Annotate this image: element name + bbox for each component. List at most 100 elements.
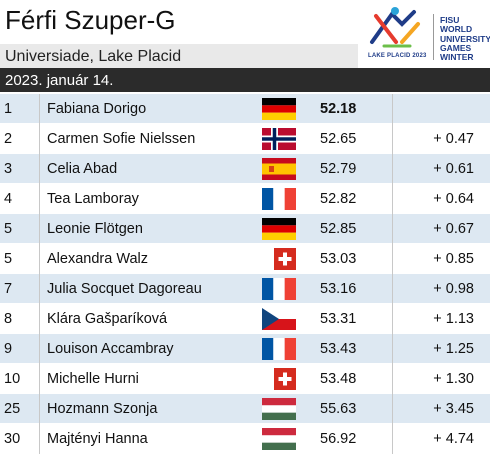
hungary-flag-icon bbox=[262, 398, 296, 431]
column-divider bbox=[39, 124, 40, 154]
table-row: 1 Fabiana Dorigo 52.18 bbox=[0, 94, 490, 124]
france-flag-icon bbox=[262, 188, 296, 221]
athlete-name: Hozmann Szonja bbox=[47, 401, 158, 417]
flag-cell bbox=[258, 244, 302, 274]
column-divider bbox=[392, 244, 393, 274]
column-divider bbox=[392, 304, 393, 334]
rank-cell: 5 bbox=[4, 251, 13, 267]
athlete-name: Carmen Sofie Nielssen bbox=[47, 131, 196, 147]
germany-flag-icon bbox=[262, 218, 296, 251]
subtitle-bar: Universiade, Lake Placid bbox=[0, 44, 358, 68]
flag-cell bbox=[258, 334, 302, 364]
fisu-logo: LAKE PLACID 2023 FISU WORLD UNIVERSITY G… bbox=[362, 2, 490, 66]
table-row: 5 Alexandra Walz 53.03 + 0.85 bbox=[0, 244, 490, 274]
column-divider bbox=[392, 274, 393, 304]
rank-cell: 2 bbox=[4, 131, 13, 147]
flag-cell bbox=[258, 394, 302, 424]
time-cell: 53.03 bbox=[320, 251, 357, 267]
column-divider bbox=[392, 94, 393, 124]
fisu-line: WORLD bbox=[440, 24, 473, 35]
gap-cell: + 1.30 bbox=[433, 371, 474, 387]
spain-flag-icon bbox=[262, 158, 296, 191]
table-row: 7 Julia Socquet Dagoreau 53.16 + 0.98 bbox=[0, 274, 490, 304]
event-subtitle: Universiade, Lake Placid bbox=[5, 48, 182, 65]
czech-flag-icon bbox=[262, 308, 296, 341]
gap-cell: + 1.25 bbox=[433, 341, 474, 357]
rank-cell: 3 bbox=[4, 161, 13, 177]
athlete-name: Louison Accambray bbox=[47, 341, 174, 357]
rank-cell: 25 bbox=[4, 401, 21, 417]
time-cell: 52.85 bbox=[320, 221, 357, 237]
column-divider bbox=[39, 274, 40, 304]
flag-cell bbox=[258, 154, 302, 184]
gap-cell: + 0.67 bbox=[433, 221, 474, 237]
time-cell: 53.16 bbox=[320, 281, 357, 297]
lake-placid-emblem-icon bbox=[366, 6, 428, 50]
table-row: 3 Celia Abad 52.79 + 0.61 bbox=[0, 154, 490, 184]
flag-cell bbox=[258, 274, 302, 304]
table-row: 30 Majtényi Hanna 56.92 + 4.74 bbox=[0, 424, 490, 454]
time-cell: 53.43 bbox=[320, 341, 357, 357]
column-divider bbox=[39, 364, 40, 394]
time-cell: 56.92 bbox=[320, 431, 357, 447]
flag-cell bbox=[258, 124, 302, 154]
table-row: 9 Louison Accambray 53.43 + 1.25 bbox=[0, 334, 490, 364]
table-row: 5 Leonie Flötgen 52.85 + 0.67 bbox=[0, 214, 490, 244]
time-cell: 52.18 bbox=[320, 101, 357, 117]
athlete-name: Leonie Flötgen bbox=[47, 221, 143, 237]
column-divider bbox=[39, 244, 40, 274]
date-bar: 2023. január 14. bbox=[0, 68, 490, 92]
switzerland-flag-icon bbox=[274, 368, 296, 401]
column-divider bbox=[39, 334, 40, 364]
table-row: 8 Klára Gašparíková 53.31 + 1.13 bbox=[0, 304, 490, 334]
gap-cell: + 0.61 bbox=[433, 161, 474, 177]
gap-cell: + 1.13 bbox=[433, 311, 474, 327]
column-divider bbox=[39, 214, 40, 244]
rank-cell: 4 bbox=[4, 191, 13, 207]
fisu-line: GAMES bbox=[440, 42, 472, 53]
table-row: 4 Tea Lamboray 52.82 + 0.64 bbox=[0, 184, 490, 214]
race-date: 2023. január 14. bbox=[5, 72, 114, 89]
athlete-name: Michelle Hurni bbox=[47, 371, 139, 387]
flag-cell bbox=[258, 184, 302, 214]
rank-cell: 9 bbox=[4, 341, 13, 357]
column-divider bbox=[392, 424, 393, 454]
page-title: Férfi Szuper-G bbox=[5, 5, 176, 35]
athlete-name: Alexandra Walz bbox=[47, 251, 149, 267]
gap-cell: + 0.85 bbox=[433, 251, 474, 267]
norway-flag-icon bbox=[262, 128, 296, 161]
time-cell: 52.79 bbox=[320, 161, 357, 177]
flag-cell bbox=[258, 364, 302, 394]
column-divider bbox=[39, 184, 40, 214]
header: Férfi Szuper-G Universiade, Lake Placid … bbox=[0, 0, 490, 68]
rank-cell: 8 bbox=[4, 311, 13, 327]
column-divider bbox=[39, 94, 40, 124]
column-divider bbox=[392, 334, 393, 364]
flag-cell bbox=[258, 304, 302, 334]
switzerland-flag-icon bbox=[274, 248, 296, 281]
column-divider bbox=[392, 364, 393, 394]
column-divider bbox=[39, 394, 40, 424]
column-divider bbox=[392, 394, 393, 424]
time-cell: 53.31 bbox=[320, 311, 357, 327]
time-cell: 53.48 bbox=[320, 371, 357, 387]
table-row: 10 Michelle Hurni 53.48 + 1.30 bbox=[0, 364, 490, 394]
fisu-line: WINTER bbox=[440, 52, 474, 63]
athlete-name: Klára Gašparíková bbox=[47, 311, 168, 327]
time-cell: 55.63 bbox=[320, 401, 357, 417]
column-divider bbox=[392, 214, 393, 244]
time-cell: 52.65 bbox=[320, 131, 357, 147]
france-flag-icon bbox=[262, 278, 296, 311]
rank-cell: 10 bbox=[4, 371, 21, 387]
flag-cell bbox=[258, 214, 302, 244]
logo-caption: LAKE PLACID 2023 bbox=[368, 53, 427, 59]
rank-cell: 1 bbox=[4, 101, 13, 117]
column-divider bbox=[392, 124, 393, 154]
rank-cell: 7 bbox=[4, 281, 13, 297]
gap-cell: + 0.64 bbox=[433, 191, 474, 207]
flag-cell bbox=[258, 94, 302, 124]
athlete-name: Majtényi Hanna bbox=[47, 431, 148, 447]
hungary-flag-icon bbox=[262, 428, 296, 454]
athlete-name: Tea Lamboray bbox=[47, 191, 139, 207]
